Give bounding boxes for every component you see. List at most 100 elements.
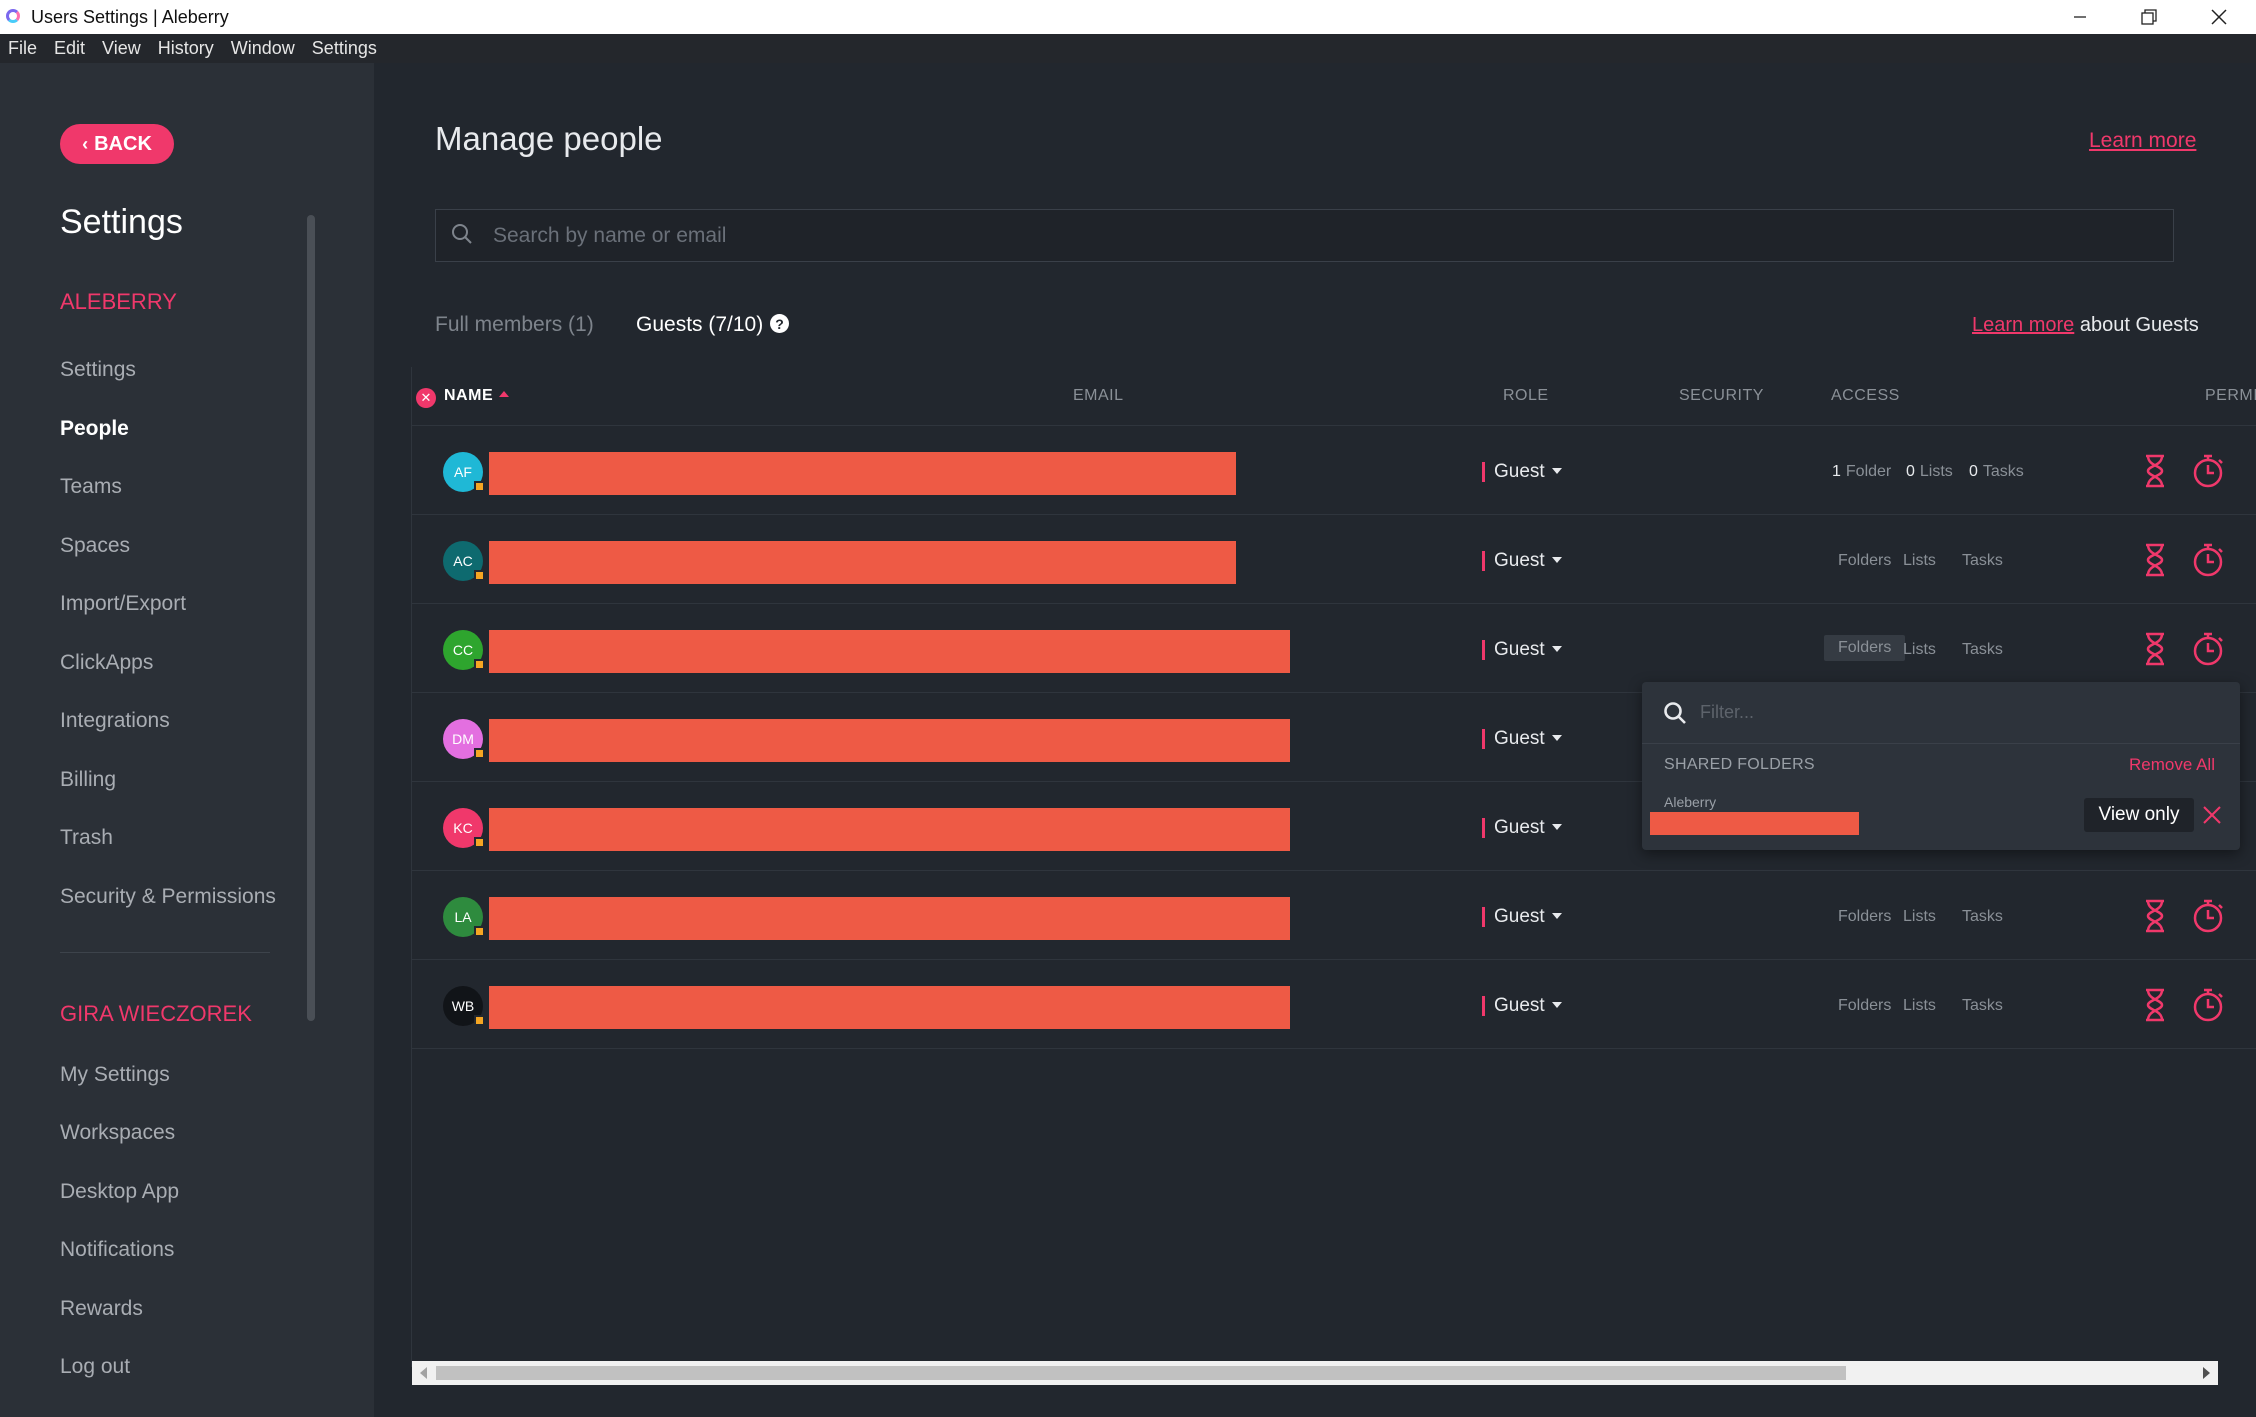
role-dropdown[interactable]: Guest xyxy=(1482,550,1562,572)
tab-guests[interactable]: Guests (7/10) xyxy=(636,313,764,336)
table-row[interactable]: LA Guest Folders Lists Tasks xyxy=(412,871,2256,960)
role-dropdown[interactable]: Guest xyxy=(1482,728,1562,750)
sidebar-item-teams[interactable]: Teams xyxy=(60,475,122,498)
remove-folder-icon[interactable] xyxy=(2200,803,2224,827)
sidebar-item-trash[interactable]: Trash xyxy=(60,826,113,849)
column-header-role[interactable]: ROLE xyxy=(1503,387,1549,404)
menu-history[interactable]: History xyxy=(157,38,214,58)
table-row[interactable]: AC Guest Folders Lists Tasks xyxy=(412,515,2256,604)
hourglass-icon[interactable] xyxy=(2135,896,2175,936)
stopwatch-icon[interactable] xyxy=(2188,451,2228,491)
remove-all-button[interactable]: Remove All xyxy=(2129,755,2215,774)
column-header-email[interactable]: EMAIL xyxy=(1073,387,1124,404)
table-row[interactable]: KC Guest xyxy=(412,782,2256,871)
menu-view[interactable]: View xyxy=(102,38,141,58)
sidebar-divider xyxy=(60,952,270,953)
hourglass-icon[interactable] xyxy=(2135,451,2175,491)
help-icon[interactable]: ? xyxy=(770,314,789,333)
role-label: Guest xyxy=(1494,461,1545,482)
access-tasks[interactable]: Tasks xyxy=(1962,908,2003,925)
access-folders-active[interactable]: Folders xyxy=(1824,635,1906,661)
access-folders[interactable]: Folders xyxy=(1838,997,1892,1014)
scrollbar-thumb[interactable] xyxy=(436,1366,1846,1380)
filter-input[interactable] xyxy=(1700,694,2200,730)
column-header-security[interactable]: SECURITY xyxy=(1679,387,1764,404)
stopwatch-icon[interactable] xyxy=(2188,629,2228,669)
caret-down-icon xyxy=(1551,468,1562,474)
redacted-name-email xyxy=(489,452,1236,495)
hourglass-icon[interactable] xyxy=(2135,985,2175,1025)
access-lists[interactable]: Lists xyxy=(1903,908,1936,925)
access-folders[interactable]: Folders xyxy=(1838,552,1892,569)
role-dropdown[interactable]: Guest xyxy=(1482,639,1562,661)
sidebar-scrollbar[interactable] xyxy=(307,215,315,1021)
avatar-initials: DM xyxy=(452,731,474,747)
column-header-permissions[interactable]: PERMIS xyxy=(2205,387,2256,404)
guest-badge-icon xyxy=(474,481,485,492)
access-lists[interactable]: 0 Lists xyxy=(1906,463,1953,481)
sidebar-item-log-out[interactable]: Log out xyxy=(60,1355,131,1378)
search-input[interactable] xyxy=(493,210,2153,261)
table-row[interactable]: DM Guest xyxy=(412,693,2256,782)
stopwatch-icon[interactable] xyxy=(2188,540,2228,580)
access-tasks[interactable]: Tasks xyxy=(1962,641,2003,658)
minimize-icon xyxy=(2074,16,2086,18)
sidebar-item-spaces[interactable]: Spaces xyxy=(60,534,131,557)
table-row[interactable]: WB Guest Folders Lists Tasks xyxy=(412,960,2256,1049)
learn-about-guests: Learn more about Guests xyxy=(1972,314,2199,337)
menu-file[interactable]: File xyxy=(8,38,38,58)
menu-settings[interactable]: Settings xyxy=(311,38,377,58)
sidebar-item-clickapps[interactable]: ClickApps xyxy=(60,651,154,674)
access-tasks[interactable]: Tasks xyxy=(1962,997,2003,1014)
column-header-access[interactable]: ACCESS xyxy=(1831,387,1900,404)
role-dropdown[interactable]: Guest xyxy=(1482,995,1562,1017)
guest-badge-icon xyxy=(474,659,485,670)
access-lists[interactable]: Lists xyxy=(1903,641,1936,658)
learn-more-link[interactable]: Learn more xyxy=(2089,129,2197,152)
role-label: Guest xyxy=(1494,817,1545,838)
menu-edit[interactable]: Edit xyxy=(54,38,86,58)
sidebar-item-desktop-app[interactable]: Desktop App xyxy=(60,1180,180,1203)
stopwatch-icon[interactable] xyxy=(2188,985,2228,1025)
access-folders[interactable]: 1 Folder xyxy=(1832,463,1891,481)
scroll-right-icon[interactable] xyxy=(2203,1367,2210,1379)
menu-window[interactable]: Window xyxy=(230,38,295,58)
access-lists[interactable]: Lists xyxy=(1903,997,1936,1014)
access-tasks[interactable]: 0 Tasks xyxy=(1969,463,2024,481)
table-row[interactable]: AF Guest 1 Folder 0 Lists 0 Tasks xyxy=(412,426,2256,515)
permission-dropdown[interactable]: View only xyxy=(2084,798,2194,832)
learn-guests-link[interactable]: Learn more xyxy=(1972,314,2075,336)
sidebar-item-people[interactable]: People xyxy=(60,417,129,440)
back-button[interactable]: ‹ BACK xyxy=(60,124,174,164)
sidebar-item-settings[interactable]: Settings xyxy=(60,358,136,381)
sidebar-item-import-export[interactable]: Import/Export xyxy=(60,592,187,615)
sidebar-item-rewards[interactable]: Rewards xyxy=(60,1297,143,1320)
sidebar-item-workspaces[interactable]: Workspaces xyxy=(60,1121,176,1144)
guests-table: ✕ NAME EMAIL ROLE SECURITY ACCESS PERMIS… xyxy=(411,367,2256,1367)
access-tasks[interactable]: Tasks xyxy=(1962,552,2003,569)
sidebar-item-my-settings[interactable]: My Settings xyxy=(60,1063,170,1086)
sidebar-item-billing[interactable]: Billing xyxy=(60,768,117,791)
sidebar-item-notifications[interactable]: Notifications xyxy=(60,1238,175,1261)
minimize-button[interactable] xyxy=(2045,0,2115,34)
tab-full-members[interactable]: Full members (1) xyxy=(435,313,594,336)
role-dropdown[interactable]: Guest xyxy=(1482,817,1562,839)
role-label: Guest xyxy=(1494,728,1545,749)
avatar: DM xyxy=(443,719,485,759)
role-dropdown[interactable]: Guest xyxy=(1482,906,1562,928)
role-dropdown[interactable]: Guest xyxy=(1482,461,1562,483)
maximize-button[interactable] xyxy=(2114,0,2184,34)
close-window-button[interactable] xyxy=(2184,0,2254,34)
column-header-name[interactable]: NAME xyxy=(444,387,494,404)
sidebar-item-integrations[interactable]: Integrations xyxy=(60,709,170,732)
hourglass-icon[interactable] xyxy=(2135,629,2175,669)
access-folders[interactable]: Folders xyxy=(1838,908,1892,925)
access-lists[interactable]: Lists xyxy=(1903,552,1936,569)
hourglass-icon[interactable] xyxy=(2135,540,2175,580)
stopwatch-icon[interactable] xyxy=(2188,896,2228,936)
sidebar-item-security-permissions[interactable]: Security & Permissions xyxy=(60,885,276,908)
scroll-left-icon[interactable] xyxy=(420,1367,427,1379)
table-row[interactable]: CC Guest Folders Lists Tasks xyxy=(412,604,2256,693)
clear-sort-button[interactable]: ✕ xyxy=(416,388,436,408)
horizontal-scrollbar[interactable] xyxy=(412,1361,2218,1385)
